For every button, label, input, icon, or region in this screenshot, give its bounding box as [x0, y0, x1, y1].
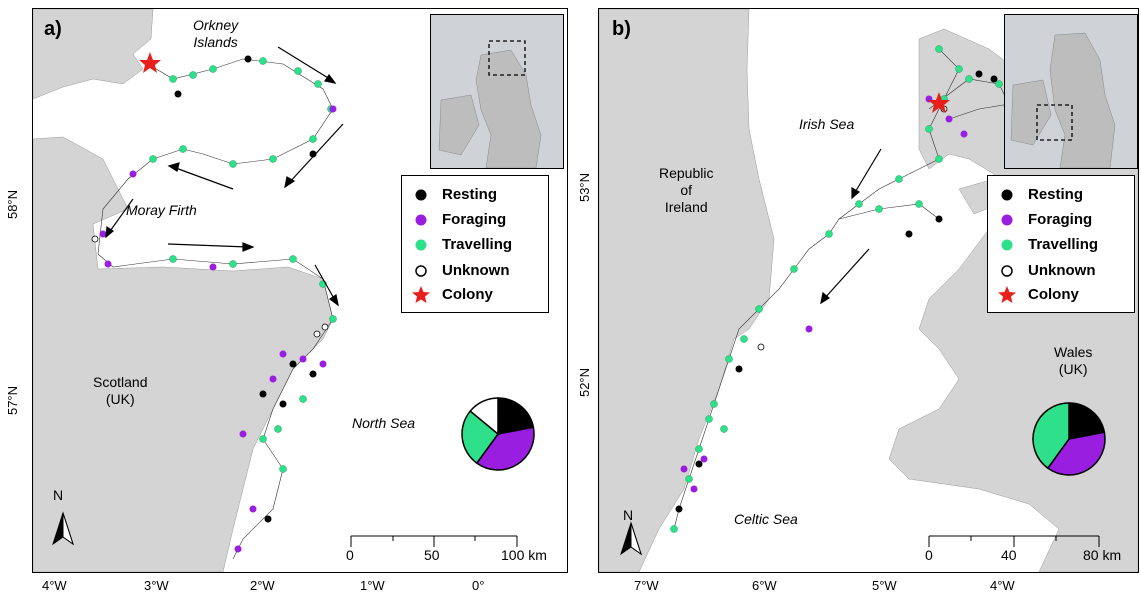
- foraging-icon: [1001, 214, 1013, 226]
- map-a-svg: [33, 9, 535, 572]
- place-label-moray-firth: Moray Firth: [126, 202, 197, 218]
- legend-label: Colony: [442, 286, 493, 303]
- direction-arrows-b: [820, 148, 882, 305]
- travelling-icon: [415, 239, 427, 251]
- inset-map-b: [1004, 14, 1138, 169]
- map-frame-a: Resting Foraging Travelling Unknown Colo…: [32, 8, 568, 573]
- place-label-north-sea: North Sea: [352, 415, 416, 431]
- legend-label: Colony: [1028, 286, 1079, 303]
- x-tick-6w: 6°W: [752, 578, 777, 593]
- place-label-wales: Wales (UK): [1054, 344, 1093, 377]
- legend-item-travelling: Travelling: [402, 234, 548, 258]
- legend-item-colony: Colony: [402, 284, 548, 308]
- legend-b: Resting Foraging Travelling Unknown Colo…: [987, 175, 1135, 313]
- x-tick-3w: 3°W: [144, 578, 169, 593]
- place-label-ireland: Republic of Ireland: [659, 165, 714, 215]
- legend-item-foraging: Foraging: [402, 209, 548, 233]
- legend-label: Foraging: [442, 211, 507, 228]
- star-icon: [412, 286, 430, 303]
- x-tick-5w: 5°W: [872, 578, 897, 593]
- legend-item-unknown: Unknown: [988, 260, 1134, 284]
- y-tick-53n: 53°N: [577, 172, 593, 203]
- track-a-points: [91, 55, 337, 553]
- inset-b-svg: [1005, 15, 1137, 168]
- unknown-icon: [415, 265, 427, 277]
- inset-a-svg: [431, 15, 563, 168]
- scale-label-80: 80 km: [1083, 547, 1122, 563]
- travelling-icon: [1001, 239, 1013, 251]
- legend-item-resting: Resting: [988, 184, 1134, 208]
- x-tick-4w: 4°W: [990, 578, 1015, 593]
- pie-slice-travelling: [1032, 402, 1070, 470]
- x-tick-7w: 7°W: [634, 578, 659, 593]
- legend-label: Resting: [442, 186, 498, 203]
- x-tick-2w: 2°W: [250, 578, 275, 593]
- colony-star-a: [139, 52, 161, 73]
- legend-label: Travelling: [442, 236, 513, 253]
- resting-icon: [1001, 189, 1013, 201]
- north-arrow-b: [620, 521, 642, 556]
- scale-label-40: 40: [1001, 547, 1017, 563]
- scale-label-100: 100 km: [501, 547, 547, 563]
- legend-label: Foraging: [1028, 211, 1093, 228]
- pie-slice-travelling: [461, 409, 500, 465]
- north-label: N: [623, 507, 634, 523]
- north-arrow-a: [52, 511, 74, 546]
- legend-label: Unknown: [1028, 262, 1096, 279]
- panel-label-a: a): [44, 18, 62, 40]
- colony-star-b: [928, 92, 950, 113]
- legend-label: Unknown: [442, 262, 510, 279]
- legend-a: Resting Foraging Travelling Unknown Colo…: [401, 175, 549, 313]
- resting-icon: [415, 189, 427, 201]
- scale-label-50: 50: [424, 547, 440, 563]
- x-tick-0: 0°: [472, 578, 485, 593]
- map-panel-b: Resting Foraging Travelling Unknown Colo…: [570, 0, 1141, 600]
- unknown-icon: [1001, 265, 1013, 277]
- star-icon: [998, 286, 1016, 303]
- y-tick-58n: 58°N: [5, 189, 21, 220]
- pie-slice-foraging: [1046, 431, 1106, 476]
- panel-label-b: b): [612, 18, 631, 40]
- pie-slice-foraging: [475, 426, 535, 471]
- north-label: N: [53, 487, 64, 503]
- scale-bar-a: [350, 535, 518, 547]
- place-label-scotland: Scotland (UK): [93, 374, 148, 407]
- foraging-icon: [415, 214, 427, 226]
- legend-item-unknown: Unknown: [402, 260, 548, 284]
- y-tick-57n: 57°N: [5, 385, 21, 416]
- legend-item-travelling: Travelling: [988, 234, 1134, 258]
- legend-label: Travelling: [1028, 236, 1099, 253]
- legend-item-colony: Colony: [988, 284, 1134, 308]
- scale-label-0: 0: [925, 547, 933, 563]
- y-tick-52n: 52°N: [577, 367, 593, 398]
- x-tick-4w: 4°W: [42, 578, 67, 593]
- pie-chart-a: [461, 397, 535, 471]
- scale-label-0: 0: [346, 547, 354, 563]
- pie-slice-resting: [1068, 402, 1106, 440]
- map-frame-b: Resting Foraging Travelling Unknown Colo…: [598, 8, 1139, 573]
- pie-slice-resting: [497, 397, 535, 435]
- pie-chart-b: [1032, 402, 1106, 476]
- place-label-orkney: Orkney Islands: [193, 17, 239, 50]
- map-panel-a: Resting Foraging Travelling Unknown Colo…: [0, 0, 568, 600]
- direction-arrows-a: [105, 46, 344, 307]
- place-label-irish-sea: Irish Sea: [799, 116, 855, 132]
- pie-slice-unknown: [469, 397, 499, 436]
- scale-bar-b: [928, 535, 1100, 547]
- place-label-celtic-sea: Celtic Sea: [734, 511, 798, 527]
- inset-map-a: [430, 14, 564, 169]
- legend-label: Resting: [1028, 186, 1084, 203]
- legend-item-foraging: Foraging: [988, 209, 1134, 233]
- legend-item-resting: Resting: [402, 184, 548, 208]
- x-tick-1w: 1°W: [360, 578, 385, 593]
